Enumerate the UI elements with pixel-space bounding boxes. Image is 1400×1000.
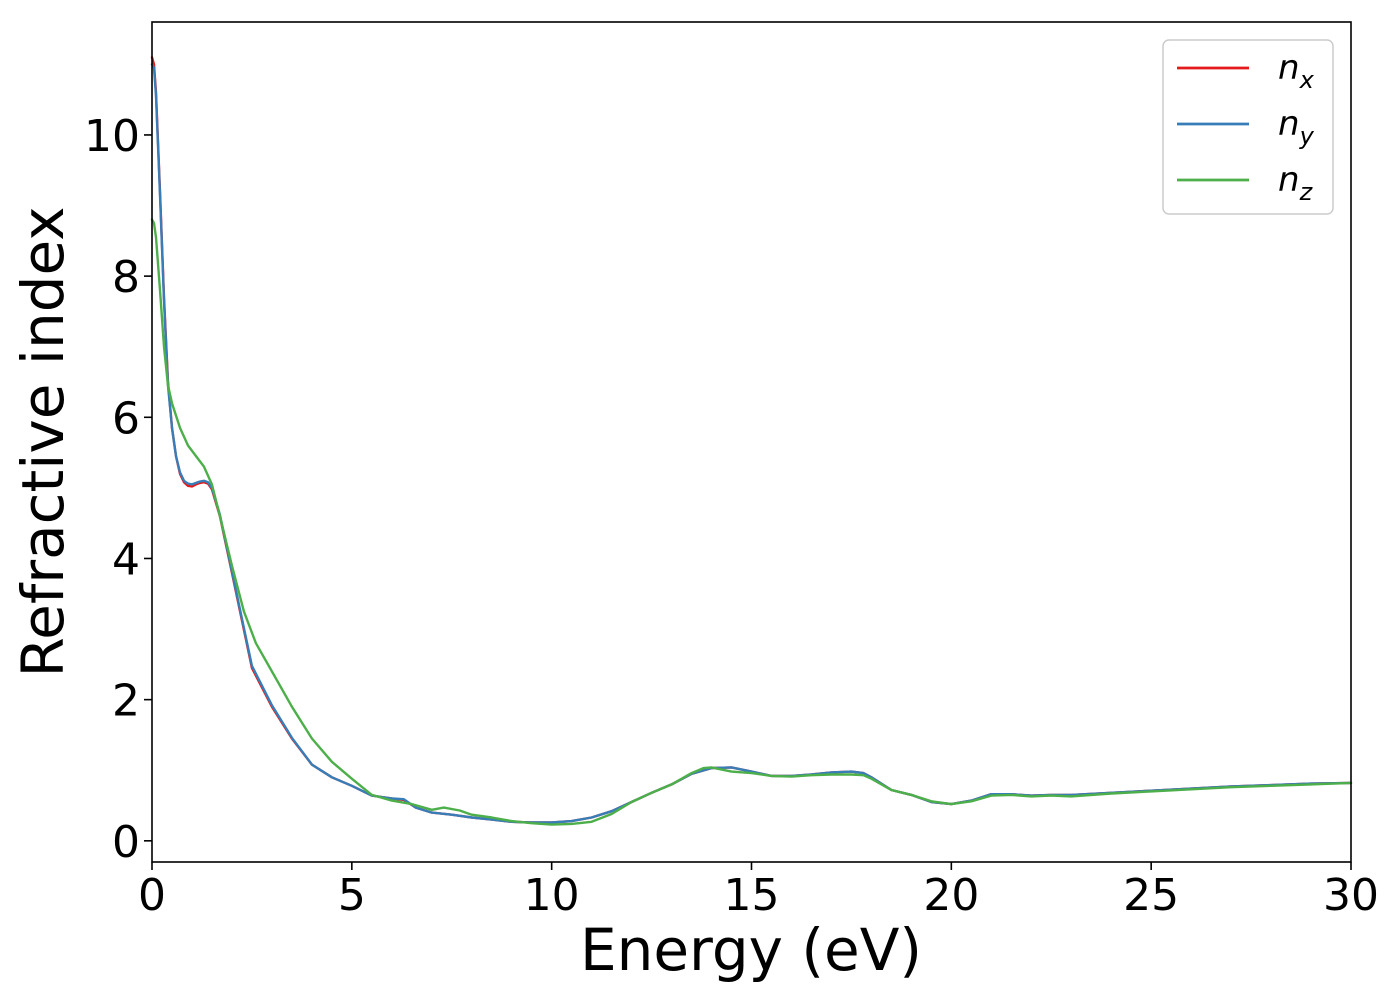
y-tick-label: 10 [84,111,140,162]
x-axis: 0 5 10 15 20 25 30 [138,862,1379,921]
legend-label-nx: nx [1278,48,1315,94]
series-line-nz [150,218,1353,826]
legend-label-base: n [1278,160,1300,200]
plot-area [152,22,1351,862]
x-tick-label: 0 [138,870,166,921]
legend-label-subscript: x [1299,66,1315,94]
y-axis: 0 2 4 6 8 10 [84,111,152,868]
x-tick-label: 10 [524,870,580,921]
series-layer [150,56,1353,826]
x-tick-label: 20 [923,870,979,921]
legend-label-subscript: z [1299,178,1314,206]
legend-box [1162,39,1334,215]
y-tick-label: 4 [112,534,140,585]
x-axis-label: Energy (eV) [580,916,922,984]
y-tick-label: 0 [112,817,140,868]
y-tick-label: 2 [112,676,140,727]
x-tick-label: 25 [1123,870,1179,921]
y-axis-label: Refractive index [9,206,77,677]
legend-label-ny: ny [1278,104,1315,150]
x-tick-label: 15 [724,870,780,921]
legend-label-nz: nz [1278,160,1314,206]
y-tick-label: 6 [112,393,140,444]
x-tick-label: 30 [1323,870,1379,921]
legend-label-base: n [1278,48,1300,88]
legend-label-base: n [1278,104,1300,144]
x-tick-label: 5 [338,870,366,921]
y-tick-label: 8 [112,252,140,303]
legend-label-subscript: y [1299,122,1315,150]
